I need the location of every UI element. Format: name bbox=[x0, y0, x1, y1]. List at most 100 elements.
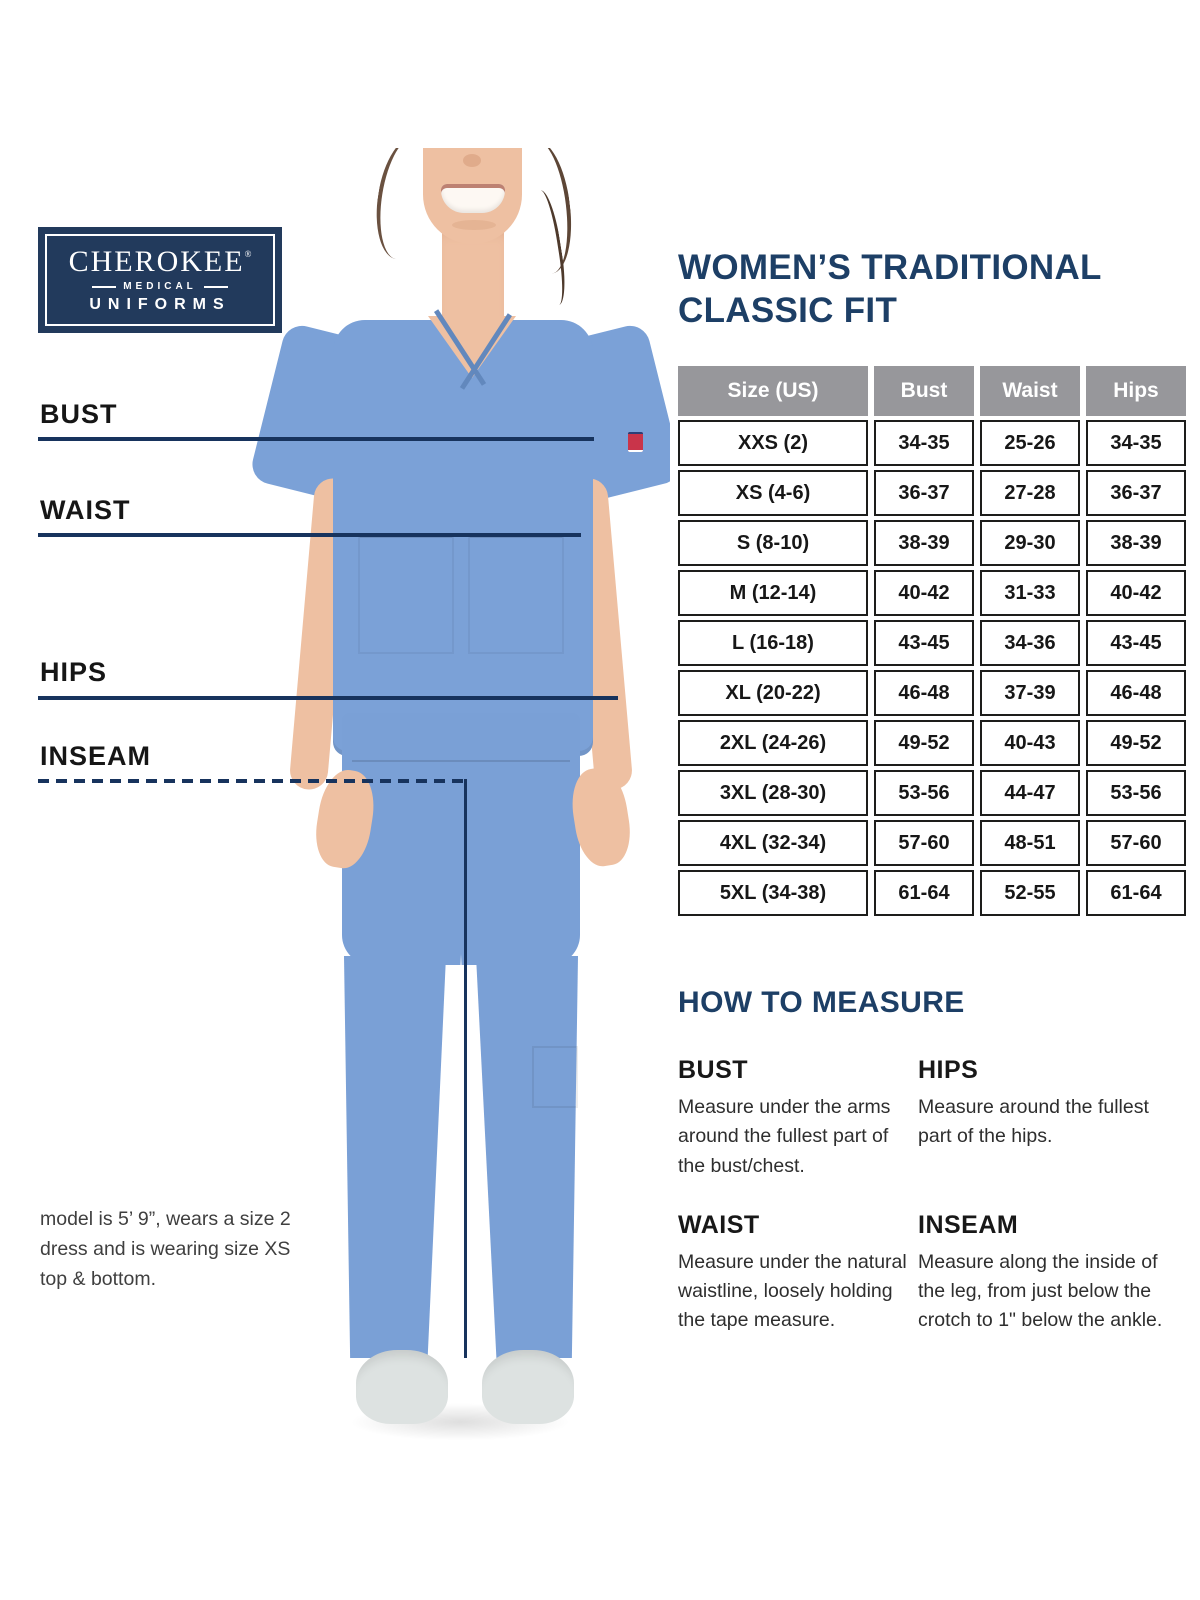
table-row: 3XL (28-30) 53-56 44-47 53-56 bbox=[678, 770, 1186, 816]
table-cell: 36-37 bbox=[874, 470, 974, 516]
size-table: Size (US) Bust Waist Hips XXS (2) 34-35 25-26… bbox=[672, 362, 1192, 920]
waist-guide-line bbox=[38, 533, 581, 537]
table-cell: 38-39 bbox=[1086, 520, 1186, 566]
measure-text: Measure under the arms around the fulles… bbox=[678, 1096, 891, 1177]
size-table-body: XXS (2) 34-35 25-26 34-35 XS (4-6) 36-37 27-28… bbox=[678, 420, 1186, 916]
bust-label: BUST bbox=[40, 399, 118, 429]
sneaker-right bbox=[482, 1350, 574, 1424]
measure-text: Measure around the fullest part of the h… bbox=[918, 1096, 1149, 1148]
logo-inner-frame: CHEROKEE® MEDICAL UNIFORMS bbox=[45, 234, 275, 326]
table-cell: 34-36 bbox=[980, 620, 1080, 666]
hips-label: HIPS bbox=[40, 657, 108, 687]
table-cell: 2XL (24-26) bbox=[678, 720, 868, 766]
measure-heading: BUST bbox=[678, 1056, 749, 1084]
table-cell: 27-28 bbox=[980, 470, 1080, 516]
how-to-measure-title: HOW TO MEASURE bbox=[678, 986, 965, 1019]
table-row: XL (20-22) 46-48 37-39 46-48 bbox=[678, 670, 1186, 716]
measure-section: BUST Measure under the arms around the f… bbox=[678, 1056, 918, 1181]
hips-guide-line bbox=[38, 696, 618, 700]
table-cell: 49-52 bbox=[874, 720, 974, 766]
measure-text: Measure under the natural waistline, loo… bbox=[678, 1250, 907, 1332]
model-smile bbox=[441, 184, 505, 213]
inseam-guide-line-horizontal bbox=[38, 779, 467, 783]
table-row: XS (4-6) 36-37 27-28 36-37 bbox=[678, 470, 1186, 516]
table-cell: S (8-10) bbox=[678, 520, 868, 566]
measure-section: INSEAM Measure along the inside of the l… bbox=[918, 1211, 1170, 1336]
size-table-header-row: Size (US) Bust Waist Hips bbox=[678, 366, 1186, 416]
chin-shading bbox=[452, 220, 496, 230]
pants-leg-left bbox=[344, 956, 446, 1358]
scrub-top-pocket-right bbox=[468, 536, 564, 654]
cherokee-sleeve-patch bbox=[628, 432, 643, 452]
scrub-pants bbox=[342, 713, 580, 965]
model-photo bbox=[230, 148, 670, 1483]
table-cell: 61-64 bbox=[874, 870, 974, 916]
registered-mark: ® bbox=[244, 249, 252, 259]
page-title-line1: WOMEN’S TRADITIONAL bbox=[678, 248, 1102, 287]
table-row: XXS (2) 34-35 25-26 34-35 bbox=[678, 420, 1186, 466]
page-title: WOMEN’S TRADITIONAL CLASSIC FIT bbox=[678, 246, 1102, 332]
model-nose bbox=[463, 154, 481, 167]
table-cell: 36-37 bbox=[1086, 470, 1186, 516]
measure-section: WAIST Measure under the natural waistlin… bbox=[678, 1211, 918, 1336]
table-row: S (8-10) 38-39 29-30 38-39 bbox=[678, 520, 1186, 566]
table-cell: 46-48 bbox=[874, 670, 974, 716]
inseam-label: INSEAM bbox=[40, 741, 152, 771]
measure-heading: WAIST bbox=[678, 1210, 760, 1239]
table-cell: 46-48 bbox=[1086, 670, 1186, 716]
table-cell: 44-47 bbox=[980, 770, 1080, 816]
table-cell: 43-45 bbox=[1086, 620, 1186, 666]
column-header: Size (US) bbox=[678, 366, 868, 416]
model-note: model is 5’ 9”, wears a size 2 dress and… bbox=[40, 1208, 291, 1291]
table-cell: L (16-18) bbox=[678, 620, 868, 666]
bust-guide-line bbox=[38, 437, 594, 441]
measure-heading: HIPS bbox=[918, 1056, 979, 1084]
table-cell: 5XL (34-38) bbox=[678, 870, 868, 916]
measure-grid: BUST Measure under the arms around the f… bbox=[678, 1056, 1178, 1336]
table-cell: 40-42 bbox=[874, 570, 974, 616]
table-cell: XXS (2) bbox=[678, 420, 868, 466]
waist-label: WAIST bbox=[40, 495, 131, 525]
table-cell: 53-56 bbox=[1086, 770, 1186, 816]
table-cell: 31-33 bbox=[980, 570, 1080, 616]
table-cell: M (12-14) bbox=[678, 570, 868, 616]
table-cell: 61-64 bbox=[1086, 870, 1186, 916]
table-cell: 40-42 bbox=[1086, 570, 1186, 616]
pants-leg-gap bbox=[442, 954, 480, 1360]
table-cell: 52-55 bbox=[980, 870, 1080, 916]
table-cell: 57-60 bbox=[874, 820, 974, 866]
scrub-top bbox=[333, 320, 593, 756]
column-header: Bust bbox=[874, 366, 974, 416]
measure-text: Measure along the inside of the leg, fro… bbox=[918, 1250, 1163, 1332]
table-cell: XS (4-6) bbox=[678, 470, 868, 516]
table-cell: 34-35 bbox=[1086, 420, 1186, 466]
logo-wordmark: CHEROKEE® bbox=[68, 245, 252, 278]
table-row: 4XL (32-34) 57-60 48-51 57-60 bbox=[678, 820, 1186, 866]
table-cell: 38-39 bbox=[874, 520, 974, 566]
table-row: L (16-18) 43-45 34-36 43-45 bbox=[678, 620, 1186, 666]
scrub-top-pocket-left bbox=[358, 536, 454, 654]
table-cell: 29-30 bbox=[980, 520, 1080, 566]
pants-drawstring-seam bbox=[352, 760, 570, 762]
pants-leg-right bbox=[476, 956, 578, 1358]
table-cell: 4XL (32-34) bbox=[678, 820, 868, 866]
table-cell: 48-51 bbox=[980, 820, 1080, 866]
table-cell: 34-35 bbox=[874, 420, 974, 466]
table-cell: XL (20-22) bbox=[678, 670, 868, 716]
inseam-guide-line-vertical bbox=[464, 779, 467, 1358]
column-header: Waist bbox=[980, 366, 1080, 416]
table-cell: 53-56 bbox=[874, 770, 974, 816]
table-row: M (12-14) 40-42 31-33 40-42 bbox=[678, 570, 1186, 616]
table-cell: 43-45 bbox=[874, 620, 974, 666]
column-header: Hips bbox=[1086, 366, 1186, 416]
cargo-pocket-seam bbox=[532, 1046, 578, 1108]
logo-medical-line: MEDICAL bbox=[92, 282, 228, 292]
table-cell: 40-43 bbox=[980, 720, 1080, 766]
cherokee-logo: CHEROKEE® MEDICAL UNIFORMS bbox=[38, 227, 282, 333]
how-to-measure-section: HOW TO MEASURE BUST Measure under the ar… bbox=[678, 986, 1178, 1336]
measure-section: HIPS Measure around the fullest part of … bbox=[918, 1056, 1170, 1181]
table-row: 2XL (24-26) 49-52 40-43 49-52 bbox=[678, 720, 1186, 766]
table-cell: 37-39 bbox=[980, 670, 1080, 716]
measure-heading: INSEAM bbox=[918, 1210, 1019, 1239]
